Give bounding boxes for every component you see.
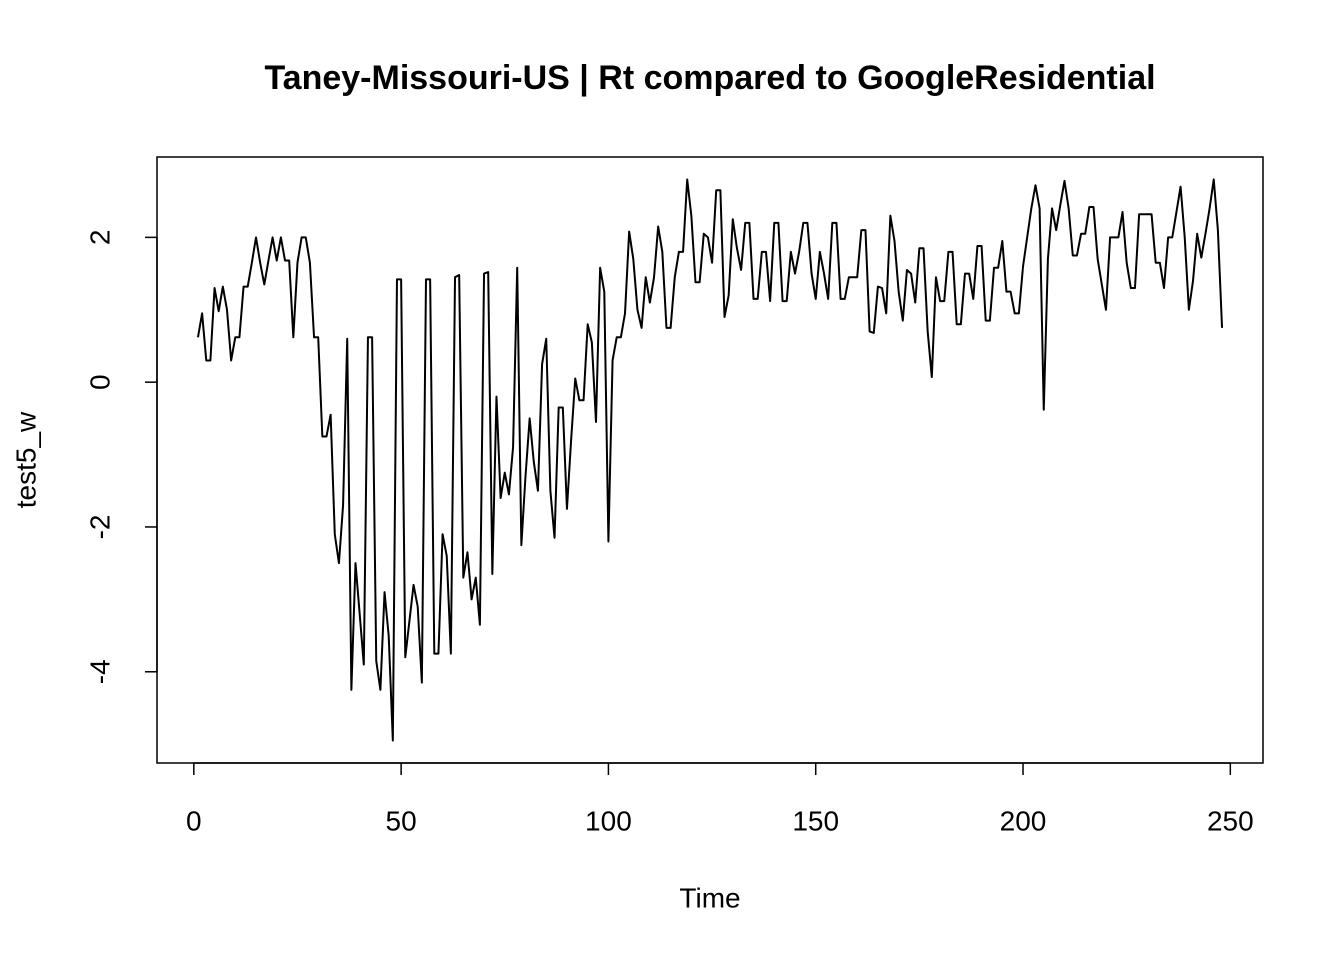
x-tick-label: 250 [1207, 805, 1254, 836]
x-tick-label: 0 [186, 805, 202, 836]
y-tick-label: 2 [84, 230, 115, 246]
data-line [196, 178, 1224, 742]
chart-title: Taney-Missouri-US | Rt compared to Googl… [264, 59, 1155, 97]
y-tick-label: -2 [84, 515, 115, 540]
y-tick-label: -4 [84, 659, 115, 684]
x-tick-label: 200 [1000, 805, 1047, 836]
x-tick-label: 50 [386, 805, 417, 836]
x-tick-label: 100 [585, 805, 632, 836]
y-tick-label: 0 [84, 374, 115, 390]
x-axis-label: Time [679, 882, 740, 913]
y-axis-label: test5_w [10, 411, 41, 508]
x-tick-label: 150 [792, 805, 839, 836]
